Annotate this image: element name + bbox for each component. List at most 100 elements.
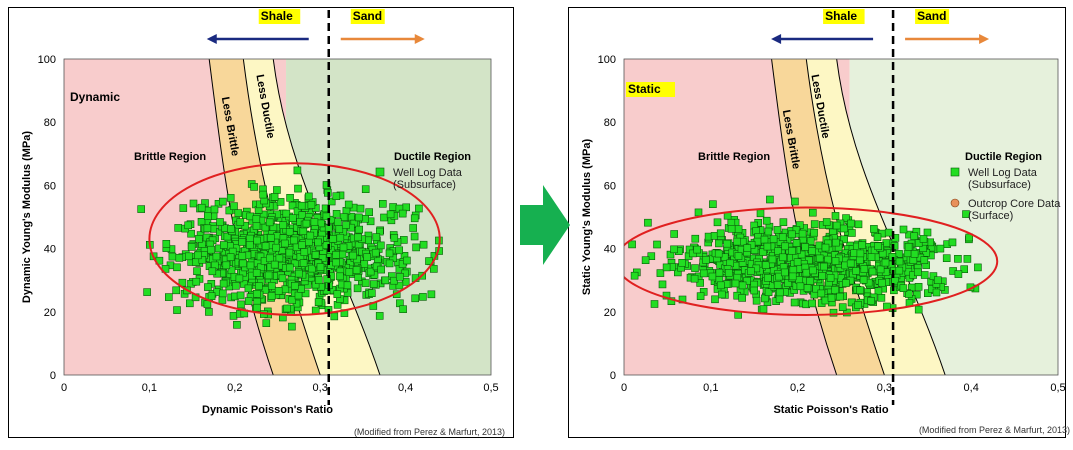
ductile-region-label: Ductile Region (965, 151, 1042, 163)
data-point (826, 274, 835, 282)
data-point (322, 181, 331, 189)
data-point (290, 281, 299, 290)
data-point (173, 306, 181, 314)
legend-text: (Surface) (968, 210, 1013, 222)
legend-text: Well Log Data (393, 167, 463, 179)
data-point (265, 218, 274, 227)
well-log-points (628, 195, 982, 319)
y-tick-label: 60 (44, 180, 56, 192)
data-point (216, 218, 224, 226)
data-point (824, 255, 832, 264)
x-tick-label: 0,3 (877, 382, 892, 394)
y-tick-label: 20 (44, 307, 56, 319)
data-point (310, 218, 319, 226)
data-point (330, 312, 339, 321)
data-point (874, 287, 883, 296)
data-point (343, 281, 352, 290)
data-point (187, 229, 195, 238)
data-point (773, 226, 782, 234)
data-point (854, 301, 862, 309)
data-point (333, 290, 342, 299)
data-point (650, 300, 659, 308)
sand-label: Sand (353, 9, 382, 23)
data-point (954, 270, 963, 278)
data-point (773, 280, 782, 289)
data-point (809, 266, 817, 275)
data-point (803, 284, 812, 292)
data-point (195, 235, 203, 243)
data-point (304, 192, 313, 201)
data-point (787, 230, 796, 239)
data-point (670, 230, 679, 238)
data-point (774, 247, 783, 255)
data-point (419, 240, 428, 249)
data-point (874, 242, 882, 250)
plot-area (624, 59, 1058, 375)
data-point (810, 220, 819, 228)
data-point (332, 251, 340, 259)
data-point (187, 243, 196, 251)
data-point (246, 261, 255, 270)
data-point (410, 232, 419, 241)
data-point (336, 272, 344, 281)
data-point (909, 256, 918, 264)
data-point (332, 258, 340, 267)
data-point (223, 232, 232, 241)
data-point (235, 274, 244, 283)
data-point (361, 279, 370, 287)
data-point (759, 248, 767, 256)
data-point (345, 268, 354, 277)
data-point (270, 193, 279, 201)
y-tick-label: 60 (604, 180, 616, 192)
data-point (218, 296, 227, 304)
data-point (232, 281, 240, 290)
data-point (410, 214, 419, 223)
data-point (329, 235, 337, 243)
data-point (314, 298, 323, 307)
band-boundary-1 (771, 59, 838, 375)
data-point (246, 241, 254, 249)
data-point (210, 205, 219, 214)
x-axis-title: Static Poisson's Ratio (773, 404, 888, 416)
data-point (696, 279, 705, 287)
data-point (403, 256, 411, 265)
data-point (290, 236, 298, 245)
data-point (192, 277, 201, 286)
data-point (220, 241, 228, 249)
data-point (691, 264, 699, 272)
data-point (920, 256, 929, 265)
x-tick-label: 0,4 (964, 382, 979, 394)
data-point (793, 258, 802, 267)
data-point (308, 264, 316, 273)
data-point (762, 216, 771, 225)
data-point (299, 259, 308, 267)
band-boundary-1 (208, 59, 274, 375)
data-point (846, 259, 855, 268)
data-point (236, 291, 245, 300)
data-point (750, 286, 759, 295)
data-point (630, 271, 639, 280)
data-point (797, 250, 806, 259)
data-point (273, 186, 281, 194)
data-point (336, 233, 345, 242)
data-point (366, 267, 375, 276)
data-point (390, 276, 398, 285)
x-tick-label: 0,1 (142, 382, 157, 394)
data-point (895, 257, 904, 266)
data-point (276, 198, 285, 206)
data-point (899, 225, 908, 234)
y-axis-title: Dynamic Young's Modulus (MPa) (21, 131, 33, 303)
legend-text: Outcrop Core Data (968, 198, 1061, 210)
data-point (731, 279, 740, 288)
data-point (831, 212, 840, 220)
data-point (219, 197, 227, 206)
data-point (316, 263, 325, 271)
data-point (802, 268, 811, 277)
data-point (694, 208, 703, 217)
data-point (962, 210, 970, 218)
data-point (738, 294, 747, 302)
data-point (641, 256, 650, 265)
data-point (323, 275, 332, 283)
data-point (299, 227, 308, 235)
data-point (237, 300, 245, 309)
